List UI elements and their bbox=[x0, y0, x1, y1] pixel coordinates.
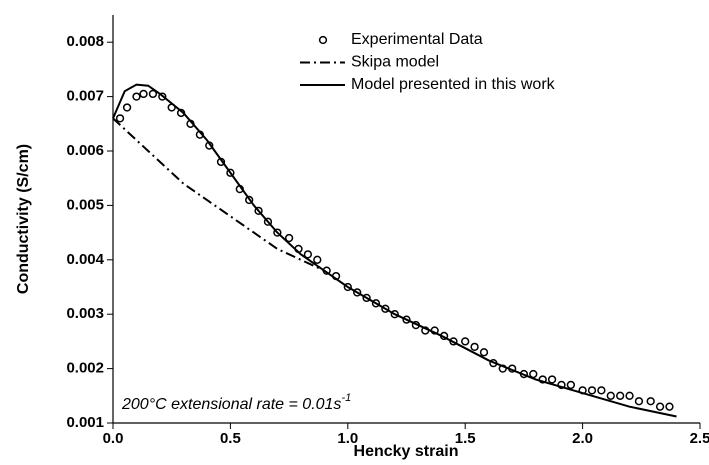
data-point bbox=[665, 402, 674, 411]
y-tick-label: 0.006 bbox=[66, 142, 104, 159]
y-tick-label: 0.001 bbox=[66, 414, 104, 431]
data-point bbox=[646, 397, 655, 406]
x-axis-title: Hencky strain bbox=[354, 443, 459, 460]
data-point bbox=[566, 380, 576, 390]
data-point bbox=[479, 348, 489, 357]
data-point bbox=[313, 255, 322, 264]
y-tick-label: 0.002 bbox=[66, 360, 104, 377]
data-point bbox=[461, 337, 470, 346]
annotation-text: 200°C extensional rate = 0.01s bbox=[121, 396, 341, 413]
x-tick-label: 0.0 bbox=[103, 430, 124, 447]
line bbox=[112, 117, 325, 272]
x-tick-label: 1.0 bbox=[337, 430, 358, 447]
y-axis-title: Conductivity (S/cm) bbox=[15, 144, 32, 294]
y-tick-label: 0.003 bbox=[66, 305, 104, 322]
annotation-superscript: -1 bbox=[341, 392, 351, 404]
line bbox=[112, 83, 677, 418]
annotation: 200°C extensional rate = 0.01s-1 bbox=[121, 392, 351, 413]
data-point bbox=[470, 342, 479, 351]
x-tick-label: 1.5 bbox=[455, 430, 476, 447]
data-point bbox=[122, 103, 132, 112]
data-point bbox=[625, 391, 634, 400]
legend-marker bbox=[318, 35, 328, 45]
y-tick-label: 0.008 bbox=[66, 33, 104, 50]
legend-label: Model presented in this work bbox=[351, 76, 556, 93]
data-point bbox=[303, 250, 313, 259]
data-point bbox=[547, 375, 557, 384]
y-tick-label: 0.007 bbox=[66, 88, 104, 105]
legend-label: Skipa model bbox=[351, 54, 439, 71]
data-point bbox=[115, 114, 125, 123]
legend-label: Experimental Data bbox=[351, 31, 483, 48]
x-tick-label: 0.5 bbox=[220, 430, 241, 447]
data-point bbox=[284, 233, 294, 243]
data-point bbox=[634, 397, 644, 406]
data-point bbox=[597, 386, 606, 395]
data-point bbox=[148, 89, 158, 99]
data-point bbox=[655, 402, 665, 411]
data-point bbox=[616, 391, 625, 400]
data-point bbox=[529, 369, 538, 379]
y-tick-label: 0.005 bbox=[66, 196, 104, 213]
x-tick-label: 2.5 bbox=[690, 430, 709, 447]
data-point bbox=[587, 386, 597, 395]
data-point bbox=[132, 92, 141, 101]
data-point bbox=[606, 391, 615, 400]
y-tick-label: 0.004 bbox=[66, 251, 104, 268]
data-point bbox=[139, 89, 148, 99]
x-tick-label: 2.0 bbox=[572, 430, 593, 447]
